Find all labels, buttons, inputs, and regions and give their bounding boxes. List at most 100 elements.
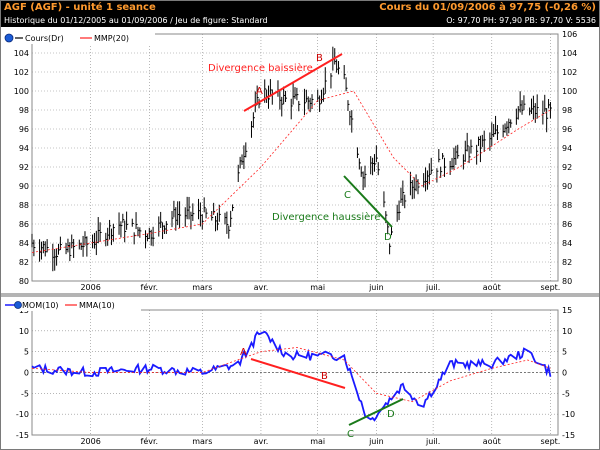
y-tick-label: 5: [24, 348, 29, 357]
average-line: [31, 90, 551, 253]
y-tick-label: 90: [19, 182, 29, 191]
x-tick-label: mars: [192, 283, 212, 292]
y-tick-label: 80: [19, 277, 29, 286]
y-tick-label: 100: [14, 87, 29, 96]
y-tick-label: 102: [14, 68, 29, 77]
y-tick-label: 86: [19, 220, 29, 229]
momentum-panel: -15 -10 -5 0 5 10 15 -15 -10 -5 0 5 10 15 2006 févr. m…: [1, 297, 599, 449]
price-x-axis: 2006 févr. mars avr. mai juin juil. août sept.: [80, 282, 560, 292]
bearish-divergence-label: Divergence baissière: [208, 62, 313, 74]
y-tick-label: -10: [16, 410, 29, 419]
bullish-trendline: [343, 175, 393, 228]
legend-box: [1, 31, 155, 44]
panel-splitter[interactable]: [1, 293, 599, 297]
y-tick-label: 10: [19, 327, 29, 336]
point-a-label: A: [256, 86, 263, 97]
momentum-average-line: [31, 347, 551, 403]
bullish-divergence: Divergence haussière C D: [272, 175, 393, 243]
y-tick-label: 94: [19, 144, 29, 153]
y-tick-label: 82: [19, 258, 29, 267]
x-tick-label: sept.: [541, 283, 561, 292]
ohlc-readout: O: 97,70 PH: 97,90 PB: 97,70 V: 5536: [446, 16, 596, 25]
y-tick-label: 92: [562, 163, 572, 172]
momentum-bullish-trendline: [348, 398, 404, 426]
y-tick-label: 104: [562, 49, 577, 58]
x-tick-label: sept.: [541, 437, 561, 446]
x-tick-label: avr.: [254, 283, 269, 292]
y-tick-label: 84: [562, 239, 572, 248]
history-range: Historique du 01/12/2005 au 01/09/2006 /…: [4, 16, 268, 25]
y-tick-label: 15: [562, 306, 572, 315]
y-tick-label: 0: [562, 369, 567, 378]
y-tick-label: -10: [562, 410, 575, 419]
last-quote: Cours du 01/09/2006 à 97,75 (-0,26 %): [379, 2, 596, 13]
y-tick-label: 84: [19, 239, 29, 248]
x-tick-label: juil.: [425, 437, 440, 446]
momentum-bullish-divergence: C D: [347, 398, 404, 440]
instrument-title: AGF (AGF) - unité 1 seance: [4, 2, 156, 13]
momentum-point-b-label: B: [321, 371, 328, 382]
x-tick-label: juil.: [425, 283, 440, 292]
y-tick-label: 102: [562, 68, 577, 77]
y-tick-label: 96: [562, 125, 572, 134]
x-tick-label: févr.: [141, 436, 159, 446]
point-c-label: C: [344, 190, 351, 201]
y-tick-label: 106: [562, 30, 577, 39]
x-tick-label: avr.: [254, 437, 269, 446]
momentum-bearish-trendline: [250, 358, 346, 389]
momentum-x-axis: 2006 févr. mars avr. mai juin juil. août sept.: [80, 436, 560, 446]
y-tick-label: 0: [24, 369, 29, 378]
legend-average-label: MMP(20): [94, 34, 129, 43]
price-plot-frame: [31, 33, 559, 282]
x-tick-label: 2006: [80, 283, 100, 292]
momentum-panel-bg: [1, 297, 599, 449]
y-tick-label: 82: [562, 258, 572, 267]
momentum-point-d-label: D: [387, 409, 395, 420]
y-tick-label: 100: [562, 87, 577, 96]
y-tick-label: 88: [562, 201, 572, 210]
y-tick-label: 88: [19, 201, 29, 210]
y-tick-label: -5: [21, 389, 29, 398]
info-bar: Historique du 01/12/2005 au 01/09/2006 /…: [1, 15, 599, 27]
x-tick-label: 2006: [80, 437, 100, 446]
bearish-trendline: [243, 53, 343, 112]
x-tick-label: août: [483, 283, 501, 292]
momentum-line: [31, 330, 552, 422]
price-grid: [32, 34, 558, 281]
x-tick-label: août: [483, 437, 501, 446]
point-b-label: B: [316, 53, 323, 64]
y-tick-label: 94: [562, 144, 572, 153]
y-tick-label: 5: [562, 348, 567, 357]
price-y-axis-right: 80 82 84 86 88 90 92 94 96 98 100 102 104 106: [562, 30, 577, 286]
x-tick-label: juin: [368, 283, 384, 292]
y-tick-label: -15: [16, 431, 29, 440]
x-tick-label: févr.: [141, 282, 159, 292]
legend-price-label: Cours(Dr): [25, 34, 64, 43]
legend-momentum-label: MOM(10): [22, 301, 59, 310]
y-tick-label: 90: [562, 182, 572, 191]
y-tick-label: 96: [19, 125, 29, 134]
y-tick-label: -5: [562, 389, 570, 398]
x-tick-label: mai: [310, 437, 325, 446]
momentum-legend-dropdown-icon[interactable]: [14, 301, 22, 309]
price-panel-bg: [1, 27, 599, 293]
momentum-point-a-label: A: [240, 347, 247, 358]
price-bars: [31, 46, 552, 272]
price-legend: Cours(Dr) MMP(20): [1, 31, 155, 44]
y-tick-label: -15: [562, 431, 575, 440]
momentum-y-axis-right: -15 -10 -5 0 5 10 15: [562, 306, 575, 440]
momentum-bearish-divergence: A B: [240, 347, 346, 389]
momentum-point-c-label: C: [347, 429, 354, 440]
momentum-legend: MOM(10) MMA(10): [1, 299, 141, 311]
y-tick-label: 98: [562, 106, 572, 115]
x-tick-label: mars: [192, 437, 212, 446]
point-d-label: D: [384, 232, 392, 243]
y-tick-label: 92: [19, 163, 29, 172]
legend-dropdown-icon[interactable]: [4, 33, 14, 43]
title-bar: AGF (AGF) - unité 1 seance Cours du 01/0…: [1, 1, 599, 15]
y-tick-label: 98: [19, 106, 29, 115]
x-tick-label: mai: [310, 283, 325, 292]
